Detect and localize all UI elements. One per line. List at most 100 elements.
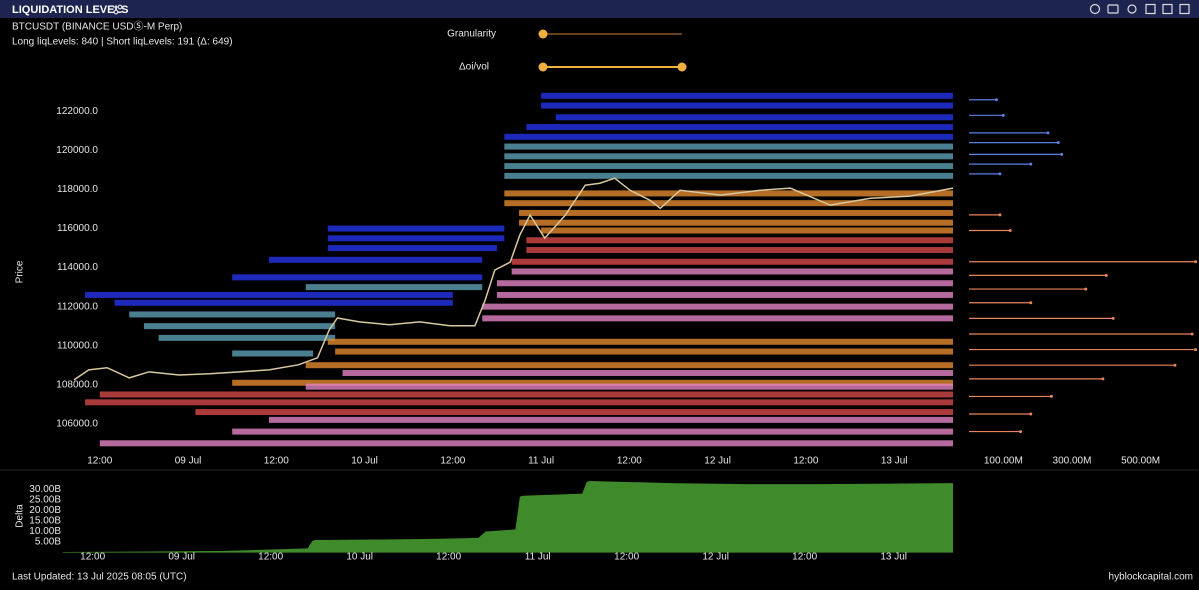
bar-end [1111,316,1115,320]
y-tick-label: 108000.0 [56,379,98,390]
toolbar-icons[interactable] [1089,3,1190,15]
x-tick-label: 12:00 [440,456,465,467]
oi-vol-thumb[interactable] [538,62,548,72]
liquidation-level [327,235,505,242]
x-tick-label: 12:00 [614,552,639,563]
liquidation-level [158,334,336,341]
y-tick-label: 116000.0 [57,223,98,234]
liquidation-level [504,133,953,140]
symbol: BTCUSDT (BINANCE USDⓈ-M Perp) [12,21,182,33]
x-tick-label: 10 Jul [346,552,373,563]
liquidation-level [85,399,954,406]
bar-end [1018,430,1022,434]
liquidation-level [114,299,453,306]
liquidation-level [232,428,953,435]
liquidation-level [496,280,953,287]
liquidation-level [305,383,953,390]
delta-area [63,481,953,553]
x-tick-label: 12:00 [793,456,818,467]
settings-icon[interactable] [113,4,123,15]
liquidation-level [85,291,453,298]
y-tick-label: 10.00B [29,526,61,537]
x-tick-label: 09 Jul [168,552,195,563]
last-updated: Last Updated: 13 Jul 2025 08:05 (UTC) [12,572,187,583]
x-tick-label: 11 Jul [528,456,554,467]
y-tick-label: 122000.0 [56,106,98,117]
liquidation-level [504,190,953,197]
bar-end [1101,377,1105,381]
bar-end [998,213,1002,217]
liquidation-level [519,219,953,226]
x-tick-label: 500.00M [1121,456,1160,467]
bar-end [1104,273,1108,277]
y-tick-label: 15.00B [29,516,61,527]
liquidation-level [511,258,953,265]
x-tick-label: 13 Jul [880,552,907,563]
y-tick-label: 112000.0 [57,301,98,312]
y-tick-label: 5.00B [35,537,61,548]
liquidation-level [327,338,953,345]
brand: hyblockcapital.com [1109,572,1193,583]
x-tick-label: 13 Jul [881,456,908,467]
y-tick-label: 120000.0 [56,145,98,156]
x-tick-label: 12:00 [792,552,817,563]
y-tick-label: 106000.0 [56,418,98,429]
bar-end [1046,131,1050,135]
liquidation-level [232,274,483,281]
bar-end [1029,301,1033,305]
bar-end [1029,162,1033,166]
x-tick-label: 100.00M [984,456,1023,467]
bar-end [1194,348,1198,352]
liquidation-level [232,379,953,386]
oi-vol-thumb[interactable] [677,62,687,72]
liquidation-level [232,350,314,357]
y-tick-label: 30.00B [29,484,61,495]
liquidation-level [504,153,953,160]
liquidation-level [541,227,953,234]
liquidation-level [504,200,953,207]
bar-end [1001,113,1005,117]
liquidation-level [482,315,953,322]
x-tick-label: 12 Jul [704,456,731,467]
liquidation-level [526,237,953,244]
x-tick-label: 10 Jul [351,456,378,467]
y-tick-label: 114000.0 [57,262,98,273]
liquidation-level [143,323,336,330]
oi-vol-label: Δoi/vol [459,62,489,73]
x-tick-label: 12:00 [258,552,283,563]
granularity-thumb[interactable] [538,29,548,39]
liquidation-level [305,362,953,369]
liquidation-level [541,92,953,99]
widget-title: LIQUIDATION LEVELS [12,4,129,16]
liquidation-level [99,391,954,398]
x-tick-label: 12:00 [87,456,112,467]
liquidation-level [327,225,505,232]
liquidation-level [268,256,483,263]
x-tick-label: 12:00 [80,552,105,563]
liquidation-level [335,348,953,355]
title-bar [0,0,1199,18]
liquidation-level [511,268,953,275]
liquidation-level [268,416,953,423]
liquidation-level [129,311,336,318]
granularity-label: Granularity [447,29,496,40]
bar-end [1029,412,1033,416]
bar-end [1084,287,1088,291]
bar-end [998,172,1002,176]
liquidation-level [342,370,953,377]
y-tick-label: 110000.0 [57,340,98,351]
liquidation-level [327,245,497,252]
x-tick-label: 300.00M [1053,456,1092,467]
liquidation-level [541,102,953,109]
bar-end [1173,363,1177,367]
price-line [73,177,954,381]
bar-end [1190,332,1194,336]
x-tick-label: 12 Jul [702,552,729,563]
y-tick-label: 25.00B [29,495,61,506]
x-tick-label: 12:00 [617,456,642,467]
bar-end [1060,152,1064,156]
level-counts: Long liqLevels: 840 | Short liqLevels: 1… [12,37,233,48]
y-axis-label: Price [15,260,26,283]
liquidation-level [519,209,953,216]
